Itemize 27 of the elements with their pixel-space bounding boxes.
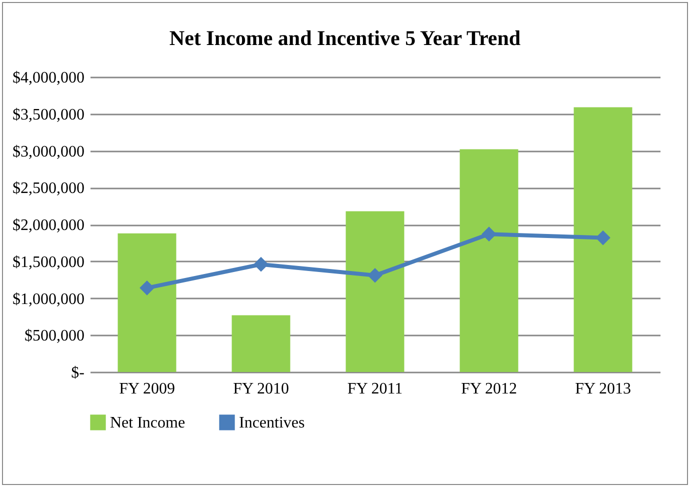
y-tick-label: $1,000,000	[12, 290, 84, 308]
y-tick-label: $1,500,000	[12, 254, 84, 271]
point	[368, 268, 382, 283]
y-tick-label: $2,500,000	[12, 180, 84, 198]
legend-label: Incentives	[239, 414, 305, 432]
chart-title: Net Income and Incentive 5 Year Trend	[169, 26, 521, 50]
x-tick-label: FY 2011	[347, 380, 403, 398]
x-tick-label: FY 2012	[461, 380, 517, 398]
bar	[346, 211, 404, 372]
bar	[118, 233, 176, 372]
x-tick-label: FY 2009	[119, 380, 175, 398]
bar	[460, 149, 518, 372]
y-tick-label: $-	[71, 364, 84, 382]
point	[254, 256, 268, 272]
y-tick-label: $3,500,000	[12, 106, 84, 124]
bar	[574, 107, 632, 372]
y-tick-label: $4,000,000	[12, 70, 84, 86]
point	[596, 230, 610, 246]
y-tick-label: $500,000	[24, 328, 84, 345]
point	[140, 280, 154, 296]
x-tick-label: FY 2010	[233, 380, 289, 398]
y-tick-label: $2,000,000	[12, 217, 84, 234]
y-tick-label: $3,000,000	[12, 143, 84, 160]
point	[482, 226, 496, 242]
x-tick-label: FY 2013	[575, 380, 631, 398]
legend-label: Net Income	[110, 414, 186, 432]
bar	[232, 315, 290, 372]
